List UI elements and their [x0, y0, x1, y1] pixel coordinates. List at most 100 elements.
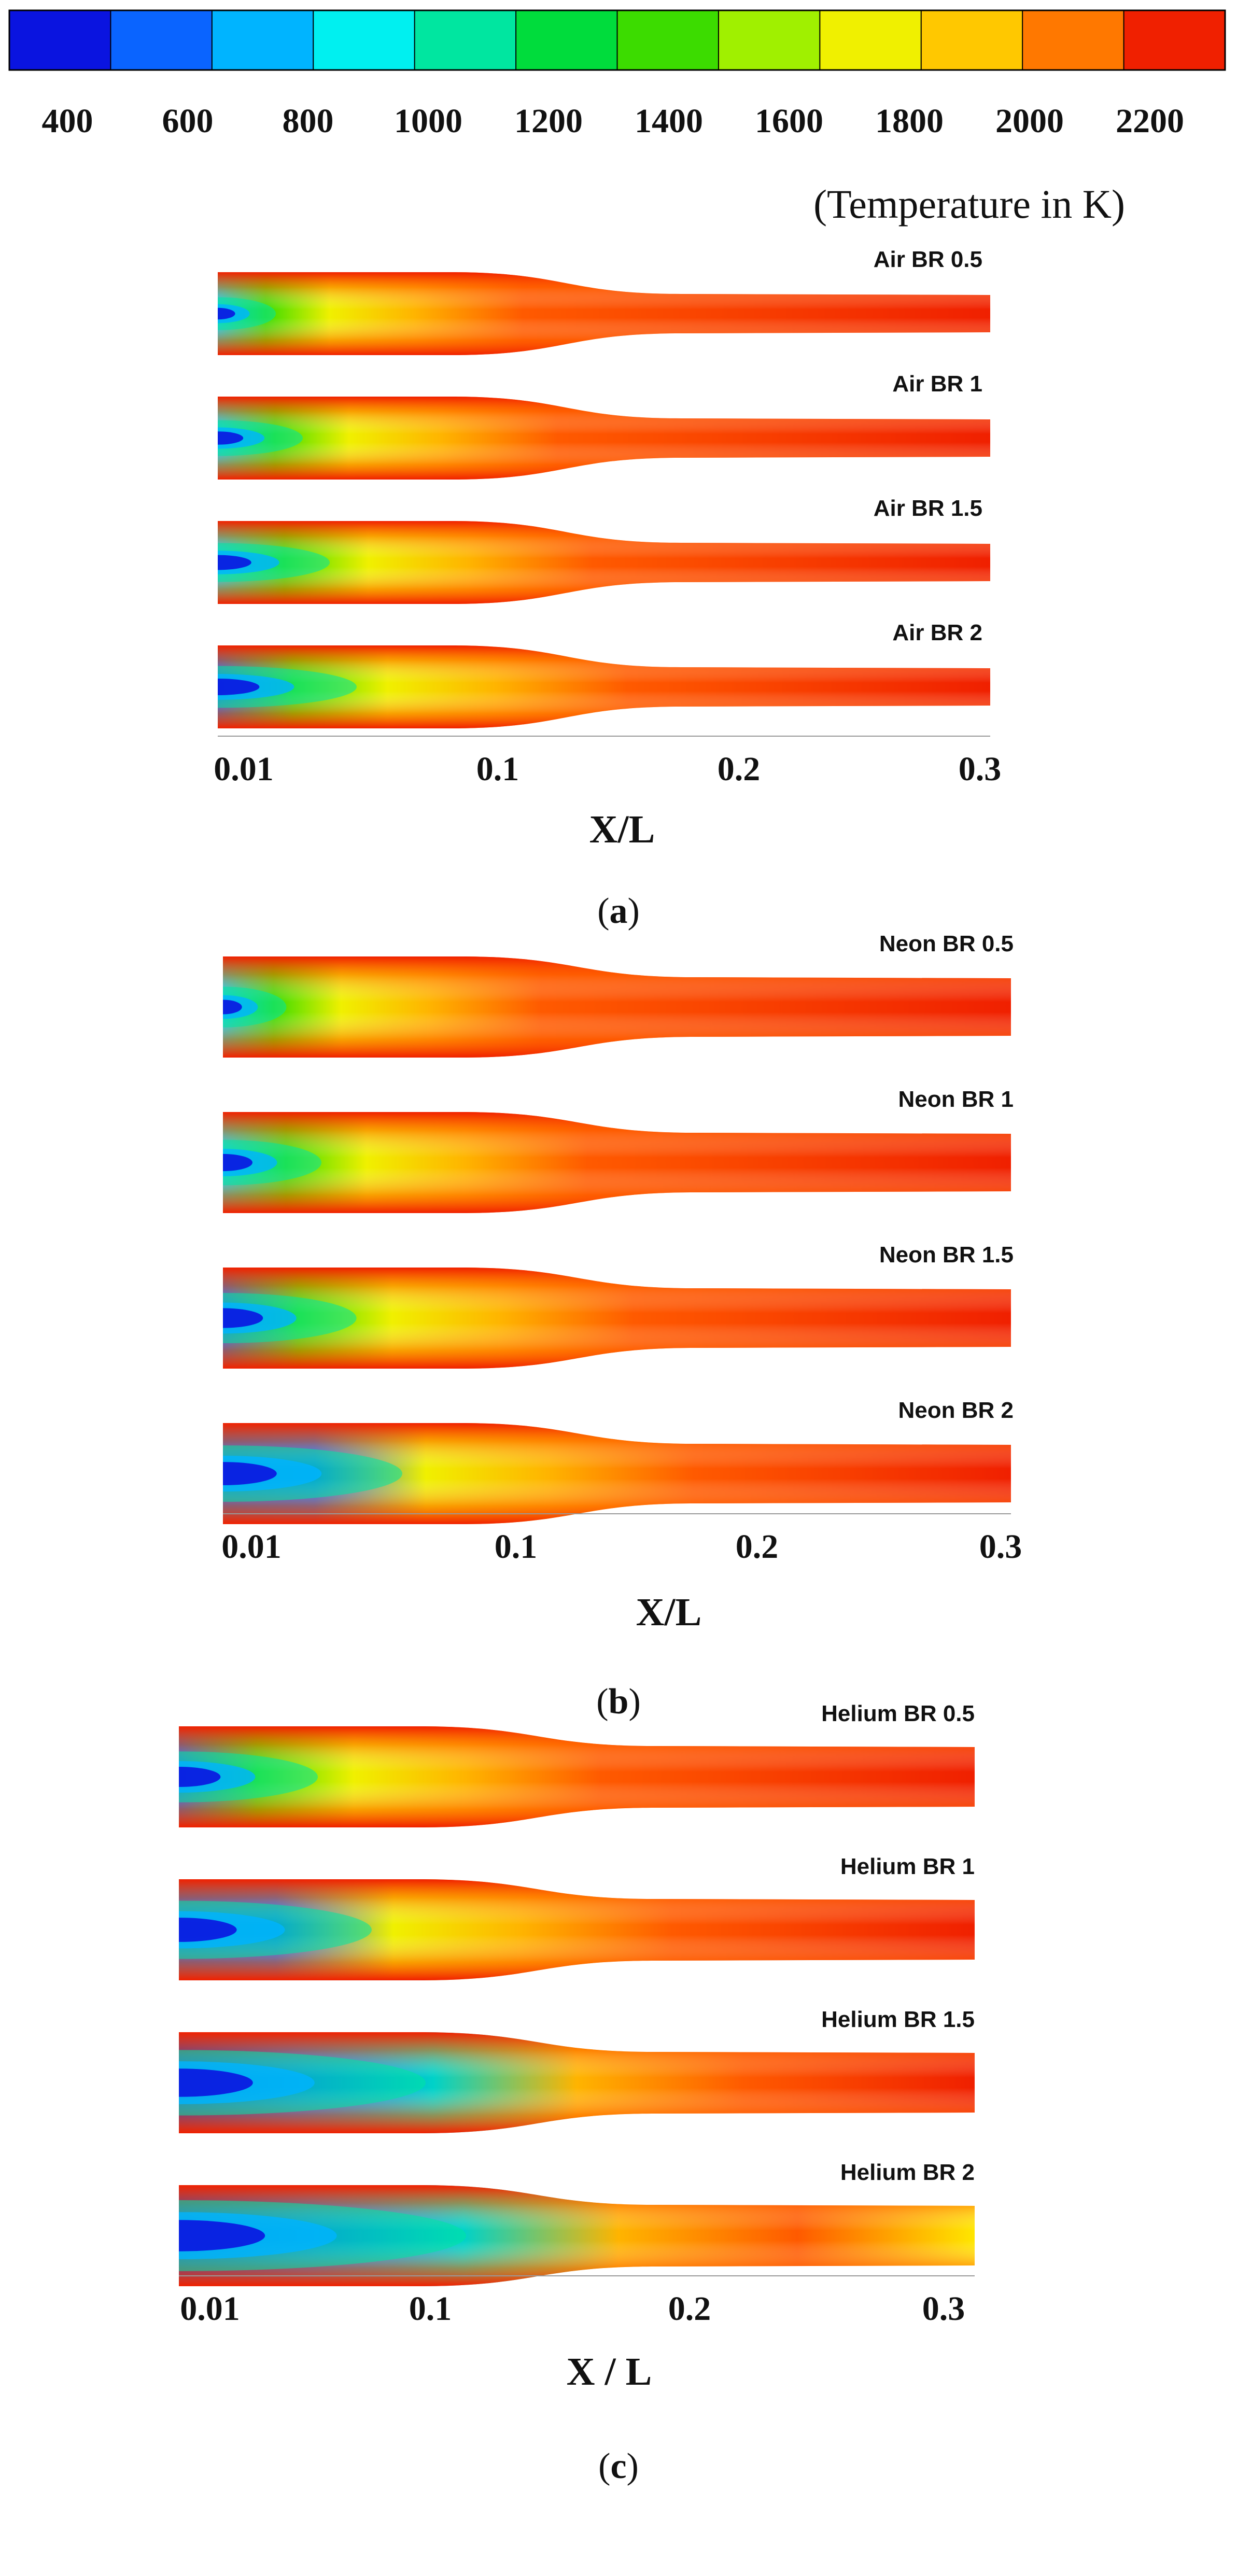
colorbar-cell [1022, 10, 1125, 71]
case-label: Neon BR 1.5 [879, 1242, 1014, 1268]
panel-b: Neon BR 0.5 Neon BR 1 Neon BR 1.5 Neon BR 2… [221, 931, 1022, 1722]
coolant-plume-mid [218, 304, 250, 323]
coolant-plume-core [179, 1918, 237, 1942]
colorbar-cell [313, 10, 416, 71]
x-tick-label: 0.01 [214, 750, 274, 788]
coolant-plume-mid [179, 2061, 315, 2104]
colorbar-tick-label: 1200 [514, 102, 583, 140]
colorbar-cell [414, 10, 517, 71]
x-tick-label: 0.01 [180, 2290, 240, 2328]
colorbar-caption: (Temperature in K) [813, 181, 1125, 227]
colorbar-tick-label: 600 [162, 102, 214, 140]
coolant-plume-outer [223, 1293, 357, 1343]
colorbar-cell [515, 10, 618, 71]
coolant-plume-core [179, 1767, 221, 1787]
panel-caption: (b) [596, 1682, 641, 1722]
contour-helium-br-2 [179, 2185, 975, 2286]
duct-wall-field [218, 272, 990, 355]
coolant-plume-mid [218, 427, 265, 449]
case-label: Helium BR 2 [840, 2160, 975, 2185]
coolant-plume-core [218, 431, 244, 445]
panel-caption: (a) [597, 891, 640, 931]
panel-caption: (c) [598, 2446, 639, 2486]
colorbar-cells [8, 9, 1226, 71]
coolant-plume-core [223, 1153, 252, 1172]
case-label: Neon BR 2 [898, 1398, 1014, 1423]
x-tick-label: 0.3 [959, 750, 1002, 788]
coolant-plume-core [218, 679, 260, 695]
coolant-plume-outer [218, 666, 357, 708]
coolant-plume-mid [179, 2212, 337, 2259]
contour-neon-br-1 [223, 1112, 1011, 1213]
x-tick-label: 0.3 [979, 1528, 1022, 1566]
colorbar-frame [8, 9, 1226, 71]
contour-helium-br-1-5 [179, 2032, 975, 2133]
colorbar-cell [718, 10, 821, 71]
contour-helium-br-0-5 [179, 1726, 975, 1827]
coolant-plume-core [179, 2068, 253, 2097]
coolant-plume-mid [223, 995, 258, 1019]
x-tick-label: 0.2 [736, 1528, 779, 1566]
colorbar: 400 600 800 1000 1200 1400 1600 1800 2000 2200 (T… [8, 9, 1226, 227]
colorbar-tick-label: 1800 [875, 102, 944, 140]
x-tick-label: 0.3 [922, 2290, 965, 2328]
coolant-plume-mid [218, 674, 294, 700]
coolant-plume-outer [179, 1901, 372, 1959]
coolant-plume-core [223, 1000, 242, 1015]
coolant-plume-mid [223, 1455, 322, 1492]
duct-wall-field [223, 1112, 1011, 1213]
x-tick-label: 0.2 [668, 2290, 711, 2328]
contour-neon-br-1-5 [223, 1268, 1011, 1369]
duct-wall-field [179, 1726, 975, 1827]
case-label: Neon BR 1 [898, 1087, 1014, 1112]
duct-wall-field [218, 397, 990, 480]
coolant-plume-mid [223, 1302, 297, 1334]
colorbar-tick-label: 1600 [755, 102, 823, 140]
x-tick-label: 0.1 [476, 750, 519, 788]
coolant-plume-outer [223, 1139, 321, 1186]
case-label: Neon BR 0.5 [879, 931, 1014, 956]
colorbar-cell [9, 10, 111, 71]
coolant-plume-outer [179, 1751, 318, 1803]
x-axis-label: X/L [636, 1590, 702, 1634]
case-label: Air BR 1 [892, 371, 982, 397]
duct-wall-field [218, 645, 990, 728]
x-axis-label: X/L [589, 808, 655, 851]
panels: Air BR 0.5 Air BR 1 Air BR 1.5 Air BR 2 0.01… [179, 247, 1022, 2486]
case-label: Air BR 1.5 [874, 496, 982, 521]
contour-neon-br-2 [223, 1423, 1011, 1524]
colorbar-cell [110, 10, 213, 71]
coolant-plume-core [218, 555, 251, 570]
coolant-plume-outer [218, 420, 303, 456]
colorbar-cell [211, 10, 314, 71]
coolant-plume-core [218, 307, 235, 320]
coolant-plume-mid [179, 1911, 285, 1949]
colorbar-cell [819, 10, 922, 71]
coolant-plume-outer [179, 2200, 466, 2271]
colorbar-tick-label: 800 [283, 102, 334, 140]
coolant-plume-outer [179, 2050, 426, 2116]
contour-air-br-1 [218, 397, 990, 480]
case-label: Helium BR 1.5 [821, 2007, 975, 2032]
colorbar-tick-labels: 400 600 800 1000 1200 1400 1600 1800 2000 2200 [42, 102, 1185, 140]
x-tick-label: 0.2 [718, 750, 761, 788]
duct-wall-field [218, 521, 990, 604]
colorbar-cell [920, 10, 1023, 71]
x-tick-label: 0.1 [409, 2290, 452, 2328]
x-axis-label: X / L [567, 2350, 652, 2394]
coolant-plume-core [179, 2220, 265, 2251]
colorbar-cell [1123, 10, 1226, 71]
colorbar-tick-label: 2000 [995, 102, 1064, 140]
duct-wall-field [179, 2032, 975, 2133]
x-tick-label: 0.01 [221, 1528, 282, 1566]
contour-air-br-2 [218, 645, 990, 728]
coolant-plume-core [223, 1462, 277, 1485]
case-label: Air BR 2 [892, 620, 982, 645]
duct-wall-field [179, 1879, 975, 1980]
duct-wall-field [223, 956, 1011, 1058]
colorbar-cell [616, 10, 720, 71]
panel-a: Air BR 0.5 Air BR 1 Air BR 1.5 Air BR 2 0.01… [214, 247, 1002, 931]
contour-neon-br-0-5 [223, 956, 1011, 1058]
colorbar-tick-label: 1000 [394, 102, 462, 140]
